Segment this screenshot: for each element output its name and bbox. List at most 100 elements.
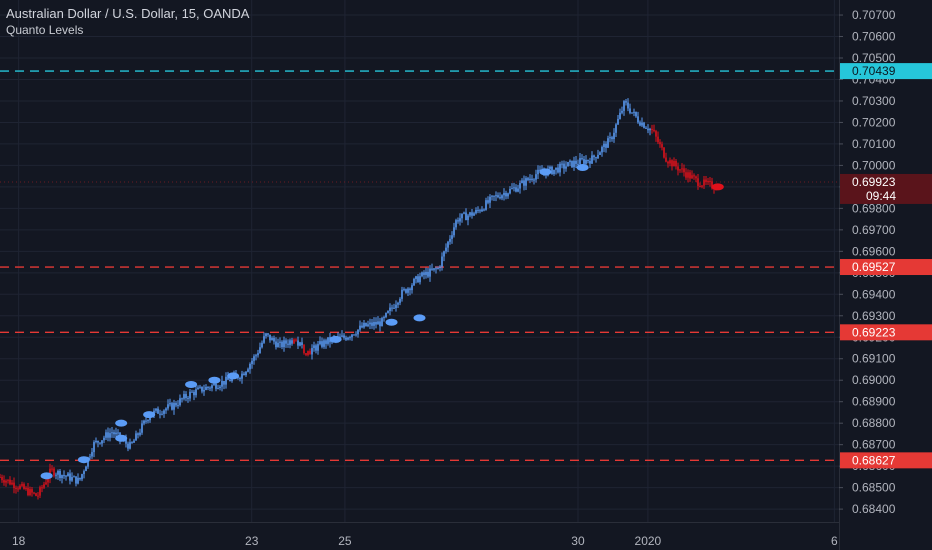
candle-body <box>269 334 271 341</box>
candle-body <box>697 178 699 186</box>
candle-body <box>283 340 285 348</box>
candle-body <box>451 235 453 239</box>
candle-body <box>693 175 695 177</box>
candle-body <box>293 339 295 344</box>
signal-marker <box>385 318 398 326</box>
candle-body <box>421 272 423 277</box>
candle-body <box>491 195 493 197</box>
candle-body <box>139 432 141 435</box>
signal-marker <box>227 372 240 380</box>
symbol-title[interactable]: Australian Dollar / U.S. Dollar, 15, OAN… <box>6 6 250 21</box>
candle-body <box>249 363 251 370</box>
candle-body <box>321 341 323 347</box>
candle-body <box>57 470 59 475</box>
candle-body <box>455 220 457 228</box>
candle-body <box>707 180 709 183</box>
candle-body <box>191 391 193 393</box>
candle-body <box>133 440 135 443</box>
candle-body <box>265 333 267 337</box>
time-axis[interactable]: 18 23 25 30 2020 6 <box>12 534 838 548</box>
candle-body <box>91 452 93 457</box>
candle-body <box>691 175 693 179</box>
candle-body <box>289 340 291 345</box>
candle-body <box>665 157 667 162</box>
signal-marker <box>115 419 128 427</box>
last-price-tag-bg <box>840 173 932 204</box>
candle-body <box>525 178 527 186</box>
candle-body <box>161 413 163 415</box>
candle-body <box>279 341 281 343</box>
candle-body <box>211 385 213 389</box>
candle-body <box>659 142 661 145</box>
candle-body <box>389 307 391 311</box>
candle-body <box>439 266 441 268</box>
candle-body <box>453 227 455 236</box>
candle-body <box>411 285 413 291</box>
candle-body <box>135 433 137 441</box>
candle-body <box>709 180 711 182</box>
candle-body <box>275 341 277 348</box>
candle-body <box>627 102 629 109</box>
candle-body <box>507 193 509 197</box>
candle-body <box>325 340 327 344</box>
candle-body <box>45 482 47 485</box>
level-price-tag-bg <box>840 324 932 341</box>
candle-body <box>99 442 101 444</box>
y-tick-label: 0.69800 <box>852 201 896 215</box>
candle-body <box>263 336 265 343</box>
y-tick-label: 0.70000 <box>852 158 896 172</box>
candle-body <box>149 416 151 421</box>
indicator-name[interactable]: Quanto Levels <box>6 23 84 37</box>
candle-body <box>185 394 187 399</box>
candle-body <box>605 143 607 148</box>
level-price-tag-bg <box>840 452 932 469</box>
candle-body <box>549 166 551 169</box>
candle-body <box>193 391 195 396</box>
candle-body <box>699 185 701 187</box>
candle-body <box>195 389 197 396</box>
candle-body <box>239 377 241 379</box>
candle-body <box>33 492 35 494</box>
candle-body <box>65 475 67 477</box>
signal-marker <box>143 411 156 419</box>
candle-body <box>499 197 501 199</box>
candle-body <box>591 155 593 164</box>
candle-body <box>311 348 313 355</box>
y-tick-label: 0.69100 <box>852 352 896 366</box>
candle-body <box>457 220 459 222</box>
candle-body <box>351 334 353 338</box>
candle-body <box>207 386 209 388</box>
candle-body <box>177 405 179 407</box>
candle-body <box>163 410 165 414</box>
candle-body <box>71 477 73 481</box>
candle-body <box>307 351 309 355</box>
candle-body <box>0 476 1 478</box>
candle-body <box>111 432 113 434</box>
candle-body <box>681 168 683 170</box>
candle-body <box>261 342 263 348</box>
candle-body <box>437 267 439 269</box>
candle-body <box>51 468 53 470</box>
y-tick-label: 0.68800 <box>852 416 896 430</box>
candle-body <box>397 302 399 305</box>
candle-body <box>37 495 39 497</box>
candle-body <box>145 420 147 422</box>
candle-body <box>7 479 9 481</box>
candle-body <box>285 340 287 344</box>
candle-body <box>167 404 169 409</box>
candle-body <box>447 241 449 248</box>
signal-marker <box>208 376 221 384</box>
candle-body <box>25 488 27 490</box>
candle-body <box>475 209 477 214</box>
candle-body <box>3 480 5 483</box>
candle-body <box>405 289 407 293</box>
candle-body <box>157 408 159 414</box>
y-tick-label: 0.68700 <box>852 438 896 452</box>
candle-body <box>129 442 131 449</box>
candle-body <box>75 476 77 484</box>
candle-body <box>533 179 535 181</box>
candle-body <box>493 195 495 197</box>
